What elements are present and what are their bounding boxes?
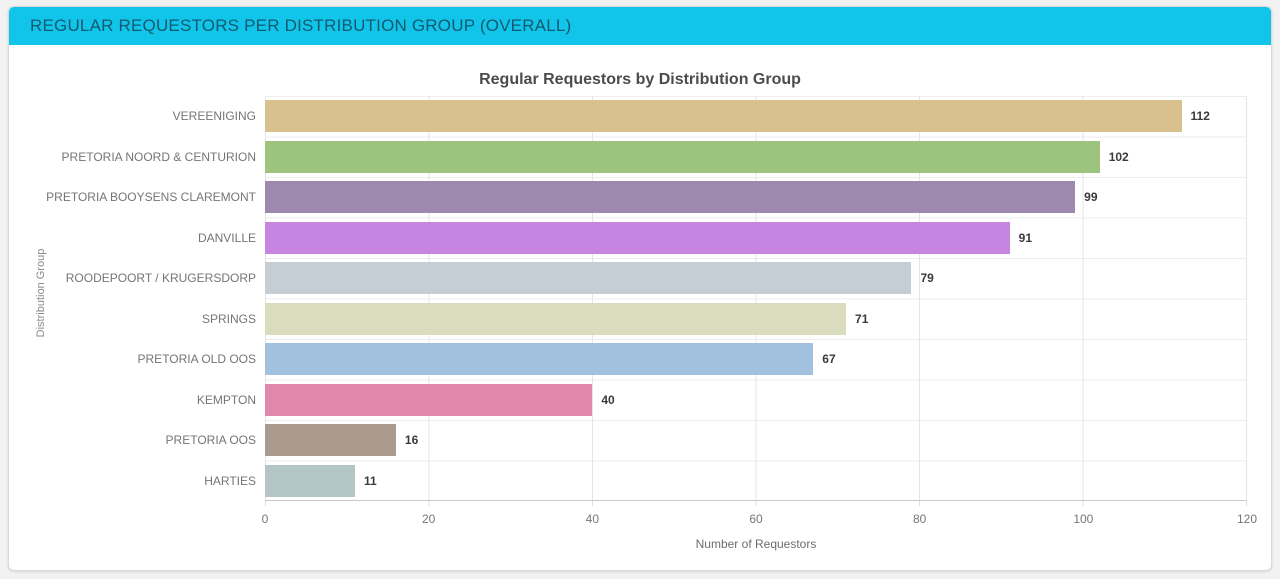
bar[interactable] bbox=[265, 302, 847, 335]
bar[interactable] bbox=[265, 221, 1010, 254]
x-tick-label: 120 bbox=[1236, 512, 1258, 526]
panel-header: REGULAR REQUESTORS PER DISTRIBUTION GROU… bbox=[9, 7, 1271, 45]
x-axis-tick-marks bbox=[265, 501, 1247, 506]
bar-row: VEREENIGING 112 bbox=[9, 96, 1247, 137]
bar-track: 40 bbox=[265, 380, 1247, 421]
bar-track: 11 bbox=[265, 461, 1247, 502]
x-tick-label: 20 bbox=[421, 512, 436, 526]
x-tick-label: 40 bbox=[585, 512, 600, 526]
bar-value-label: 40 bbox=[601, 392, 615, 407]
bar-value-label: 67 bbox=[822, 352, 836, 367]
x-axis-title: Number of Requestors bbox=[695, 537, 817, 551]
bar-rows: VEREENIGING 112 PRETORIA NOORD & CENTURION… bbox=[9, 96, 1247, 501]
bar-row: SPRINGS 71 bbox=[9, 299, 1247, 340]
bar-row: DANVILLE 91 bbox=[9, 218, 1247, 259]
bar-row: KEMPTON 40 bbox=[9, 380, 1247, 421]
bar[interactable] bbox=[265, 464, 356, 497]
bar-value-label: 16 bbox=[404, 433, 419, 448]
bar[interactable] bbox=[265, 140, 1100, 173]
bar-row: PRETORIA OLD OOS 67 bbox=[9, 339, 1247, 380]
bar-value-label: 99 bbox=[1084, 190, 1098, 205]
chart-title: Regular Requestors by Distribution Group bbox=[479, 71, 801, 88]
bar-row: ROODEPOORT / KRUGERSDORP 79 bbox=[9, 258, 1247, 299]
bar-track: 112 bbox=[265, 96, 1247, 137]
bar-track: 71 bbox=[265, 299, 1247, 340]
category-label: PRETORIA BOOYSENS CLAREMONT bbox=[46, 190, 256, 205]
category-label: ROODEPOORT / KRUGERSDORP bbox=[65, 271, 256, 286]
category-label: KEMPTON bbox=[196, 392, 256, 407]
bar[interactable] bbox=[265, 424, 396, 457]
bar-value-label: 102 bbox=[1108, 149, 1129, 164]
category-label: PRETORIA OLD OOS bbox=[137, 352, 256, 367]
panel-title: REGULAR REQUESTORS PER DISTRIBUTION GROU… bbox=[30, 16, 572, 35]
report-panel: REGULAR REQUESTORS PER DISTRIBUTION GROU… bbox=[8, 6, 1272, 571]
bar[interactable] bbox=[265, 100, 1182, 133]
bar[interactable] bbox=[265, 262, 912, 295]
bar-row: HARTIES 11 bbox=[9, 461, 1247, 502]
bar-track: 79 bbox=[265, 258, 1247, 299]
bar-row: PRETORIA NOORD & CENTURION 102 bbox=[9, 137, 1247, 178]
x-axis-ticks: 0 20 40 60 80 100 120 bbox=[261, 512, 1257, 528]
category-label: VEREENIGING bbox=[172, 109, 256, 124]
category-label: DANVILLE bbox=[197, 230, 256, 245]
bar-row: PRETORIA OOS 16 bbox=[9, 420, 1247, 461]
category-label: PRETORIA OOS bbox=[165, 433, 256, 448]
bar-track: 99 bbox=[265, 177, 1247, 218]
bar-track: 102 bbox=[265, 137, 1247, 178]
bar-value-label: 79 bbox=[920, 271, 934, 286]
category-label: HARTIES bbox=[204, 473, 256, 488]
bar[interactable] bbox=[265, 343, 814, 376]
bar-track: 91 bbox=[265, 218, 1247, 259]
bar-value-label: 91 bbox=[1018, 230, 1033, 245]
bar[interactable] bbox=[265, 181, 1076, 214]
x-tick-label: 0 bbox=[261, 512, 269, 526]
category-label: SPRINGS bbox=[201, 311, 256, 326]
bar-track: 16 bbox=[265, 420, 1247, 461]
bar-row: PRETORIA BOOYSENS CLAREMONT 99 bbox=[9, 177, 1247, 218]
bar-value-label: 11 bbox=[364, 473, 377, 488]
bar[interactable] bbox=[265, 383, 593, 416]
x-tick-label: 100 bbox=[1073, 512, 1094, 526]
x-tick-label: 60 bbox=[749, 512, 763, 526]
x-tick-label: 80 bbox=[912, 512, 927, 526]
category-label: PRETORIA NOORD & CENTURION bbox=[61, 149, 256, 164]
bar-track: 67 bbox=[265, 339, 1247, 380]
bar-value-label: 71 bbox=[855, 311, 869, 326]
bar-value-label: 112 bbox=[1190, 109, 1210, 124]
